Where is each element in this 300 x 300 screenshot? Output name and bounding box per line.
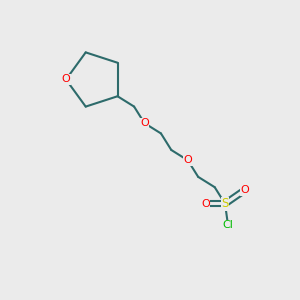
Text: O: O [240, 185, 249, 195]
Text: O: O [61, 74, 70, 85]
Text: Cl: Cl [223, 220, 233, 230]
Text: O: O [140, 118, 149, 128]
Text: S: S [221, 197, 229, 210]
Text: O: O [201, 199, 210, 209]
Text: O: O [184, 155, 192, 165]
